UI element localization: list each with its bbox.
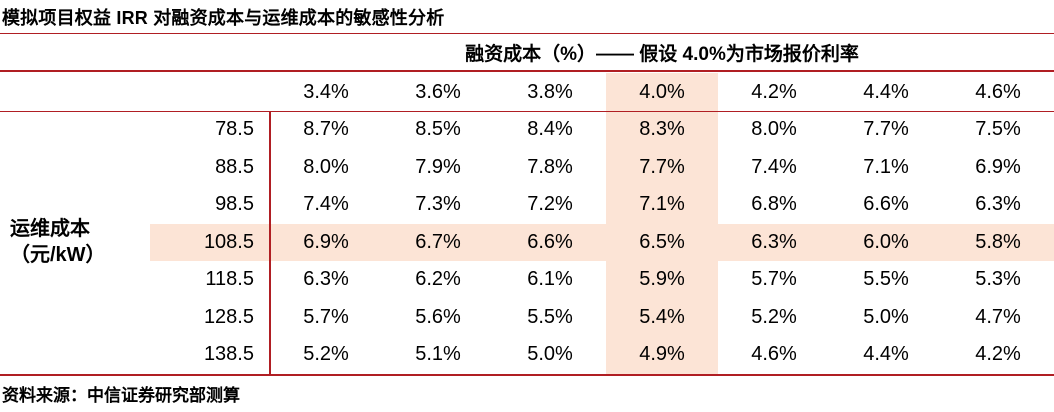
data-cell: 6.6%: [494, 223, 606, 261]
data-cell: 7.7%: [863, 118, 909, 141]
divider-under-title: [0, 32, 1054, 35]
row-label: 128.5: [203, 305, 254, 328]
data-cell: 7.1%: [863, 155, 909, 178]
data-cell: 5.8%: [942, 223, 1054, 261]
row-label: 108.5: [150, 223, 270, 261]
row-label: 98.5: [215, 193, 254, 216]
data-cell: 4.7%: [975, 305, 1021, 328]
data-cell: 6.1%: [527, 268, 573, 291]
data-cell: 5.5%: [527, 305, 573, 328]
row-label: 78.5: [215, 118, 254, 141]
data-cell: 6.3%: [975, 193, 1021, 216]
divider-table-bottom: [0, 373, 1054, 376]
data-cell: 5.0%: [527, 343, 573, 366]
data-cell: 4.4%: [863, 343, 909, 366]
data-cell: 6.5%: [606, 223, 718, 261]
column-header: 3.8%: [527, 80, 573, 103]
om-cost-axis-label: 运维成本 （元/kW）: [10, 218, 106, 267]
data-cell: 7.5%: [975, 118, 1021, 141]
column-header: 3.6%: [415, 80, 461, 103]
data-cell: 5.7%: [303, 305, 349, 328]
row-label: 88.5: [215, 155, 254, 178]
data-cell: 4.9%: [606, 336, 718, 374]
divider-under-axis-label: [0, 70, 1054, 72]
divider-under-column-headers: [0, 110, 1054, 113]
data-cell: 5.2%: [303, 343, 349, 366]
data-cell: 6.0%: [830, 223, 942, 261]
data-cell: 8.3%: [606, 111, 718, 149]
source-note: 资料来源：中信证券研究部测算: [2, 386, 240, 405]
data-cell: 8.4%: [527, 118, 573, 141]
data-cell: 7.4%: [751, 155, 797, 178]
data-cell: 5.2%: [751, 305, 797, 328]
data-cell: 5.4%: [606, 298, 718, 336]
financing-cost-axis-label: 融资成本（%）—— 假设 4.0%为市场报价利率: [465, 43, 859, 65]
sensitivity-table: 运维成本 （元/kW） 3.4% 3.6% 3.8% 4.0% 4.2% 4.4% 4.6% 7…: [0, 73, 1054, 374]
column-header: 4.2%: [751, 80, 797, 103]
data-cell: 4.6%: [751, 343, 797, 366]
exhibit-title: 模拟项目权益 IRR 对融资成本与运维成本的敏感性分析: [2, 8, 445, 28]
data-cell: 6.3%: [718, 223, 830, 261]
data-cell: 6.6%: [863, 193, 909, 216]
data-cell: 7.8%: [527, 155, 573, 178]
data-cell: 7.3%: [415, 193, 461, 216]
data-cell: 8.0%: [751, 118, 797, 141]
row-label: 118.5: [205, 268, 254, 291]
data-cell: 6.7%: [382, 223, 494, 261]
data-cell: 6.9%: [270, 223, 382, 261]
column-header: 4.4%: [863, 80, 909, 103]
data-cell: 5.1%: [415, 343, 461, 366]
data-cell: 7.7%: [606, 148, 718, 186]
column-header: 3.4%: [303, 80, 349, 103]
data-cell: 7.4%: [303, 193, 349, 216]
data-cell: 6.8%: [751, 193, 797, 216]
data-cell: 7.9%: [415, 155, 461, 178]
data-cell: 8.0%: [303, 155, 349, 178]
row-label: 138.5: [203, 343, 254, 366]
data-cell: 8.7%: [303, 118, 349, 141]
data-cell: 5.5%: [863, 268, 909, 291]
data-cell: 7.2%: [527, 193, 573, 216]
data-cell: 5.0%: [863, 305, 909, 328]
data-cell: 6.9%: [975, 155, 1021, 178]
column-header: 4.0%: [606, 73, 718, 111]
data-cell: 5.7%: [751, 268, 797, 291]
data-cell: 5.6%: [415, 305, 461, 328]
data-cell: 6.2%: [415, 268, 461, 291]
data-cell: 6.3%: [303, 268, 349, 291]
data-cell: 5.9%: [606, 261, 718, 299]
data-cell: 5.3%: [975, 268, 1021, 291]
column-header: 4.6%: [975, 80, 1021, 103]
data-cell: 4.2%: [975, 343, 1021, 366]
data-cell: 7.1%: [606, 186, 718, 224]
row-header-divider: [269, 112, 271, 374]
data-cell: 8.5%: [415, 118, 461, 141]
